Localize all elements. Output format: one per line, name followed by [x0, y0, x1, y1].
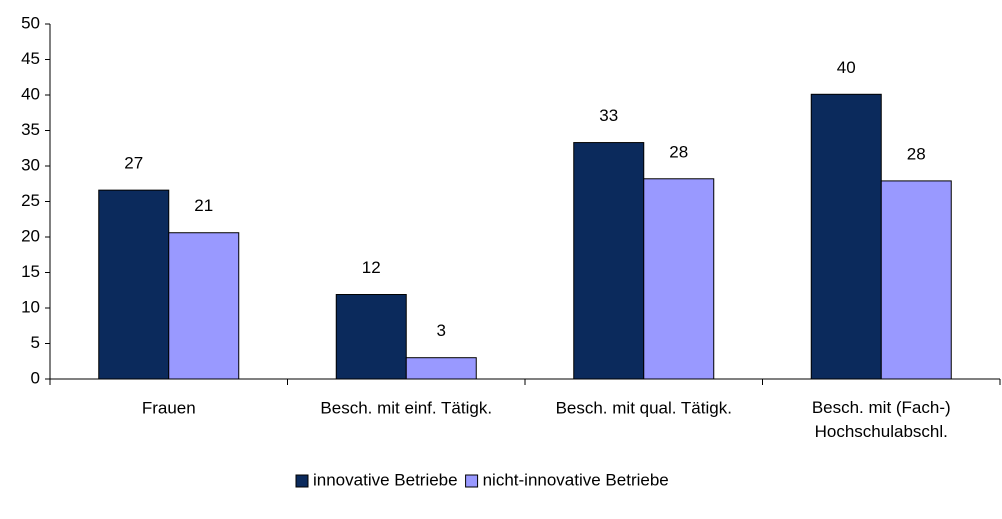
- bar: [643, 178, 715, 380]
- y-tick-label: 15: [21, 262, 40, 281]
- y-tick-label: 50: [21, 13, 40, 32]
- data-label: 21: [194, 196, 213, 215]
- bar: [335, 294, 407, 380]
- y-tick-label: 35: [21, 120, 40, 139]
- bar: [405, 357, 477, 380]
- legend-label: nicht-innovative Betriebe: [483, 470, 669, 489]
- data-label: 33: [599, 106, 618, 125]
- bar: [573, 142, 645, 380]
- legend-swatch: [465, 474, 479, 488]
- x-tick-label: Besch. mit (Fach-) Hochschulabschl.: [812, 398, 951, 441]
- data-label: 12: [362, 258, 381, 277]
- bar: [98, 189, 170, 380]
- data-label: 40: [837, 58, 856, 77]
- y-tick-label: 30: [21, 155, 40, 174]
- y-tick-label: 25: [21, 191, 40, 210]
- y-tick-label: 45: [21, 49, 40, 68]
- data-label: 3: [437, 321, 446, 340]
- legend-label: innovative Betriebe: [313, 470, 458, 489]
- y-tick-label: 0: [31, 368, 40, 387]
- bar: [880, 180, 952, 380]
- y-tick-label: 5: [31, 333, 40, 352]
- x-tick-label: Besch. mit qual. Tätigk.: [556, 398, 732, 417]
- x-tick-label: Frauen: [142, 398, 196, 417]
- data-label: 28: [669, 142, 688, 161]
- x-tick-label: Besch. mit einf. Tätigk.: [320, 398, 492, 417]
- data-label: 27: [124, 154, 143, 173]
- legend-swatch: [295, 474, 309, 488]
- bar: [810, 93, 882, 380]
- y-tick-label: 40: [21, 84, 40, 103]
- y-tick-label: 10: [21, 297, 40, 316]
- y-tick-label: 20: [21, 226, 40, 245]
- data-label: 28: [907, 144, 926, 163]
- bar: [168, 232, 240, 380]
